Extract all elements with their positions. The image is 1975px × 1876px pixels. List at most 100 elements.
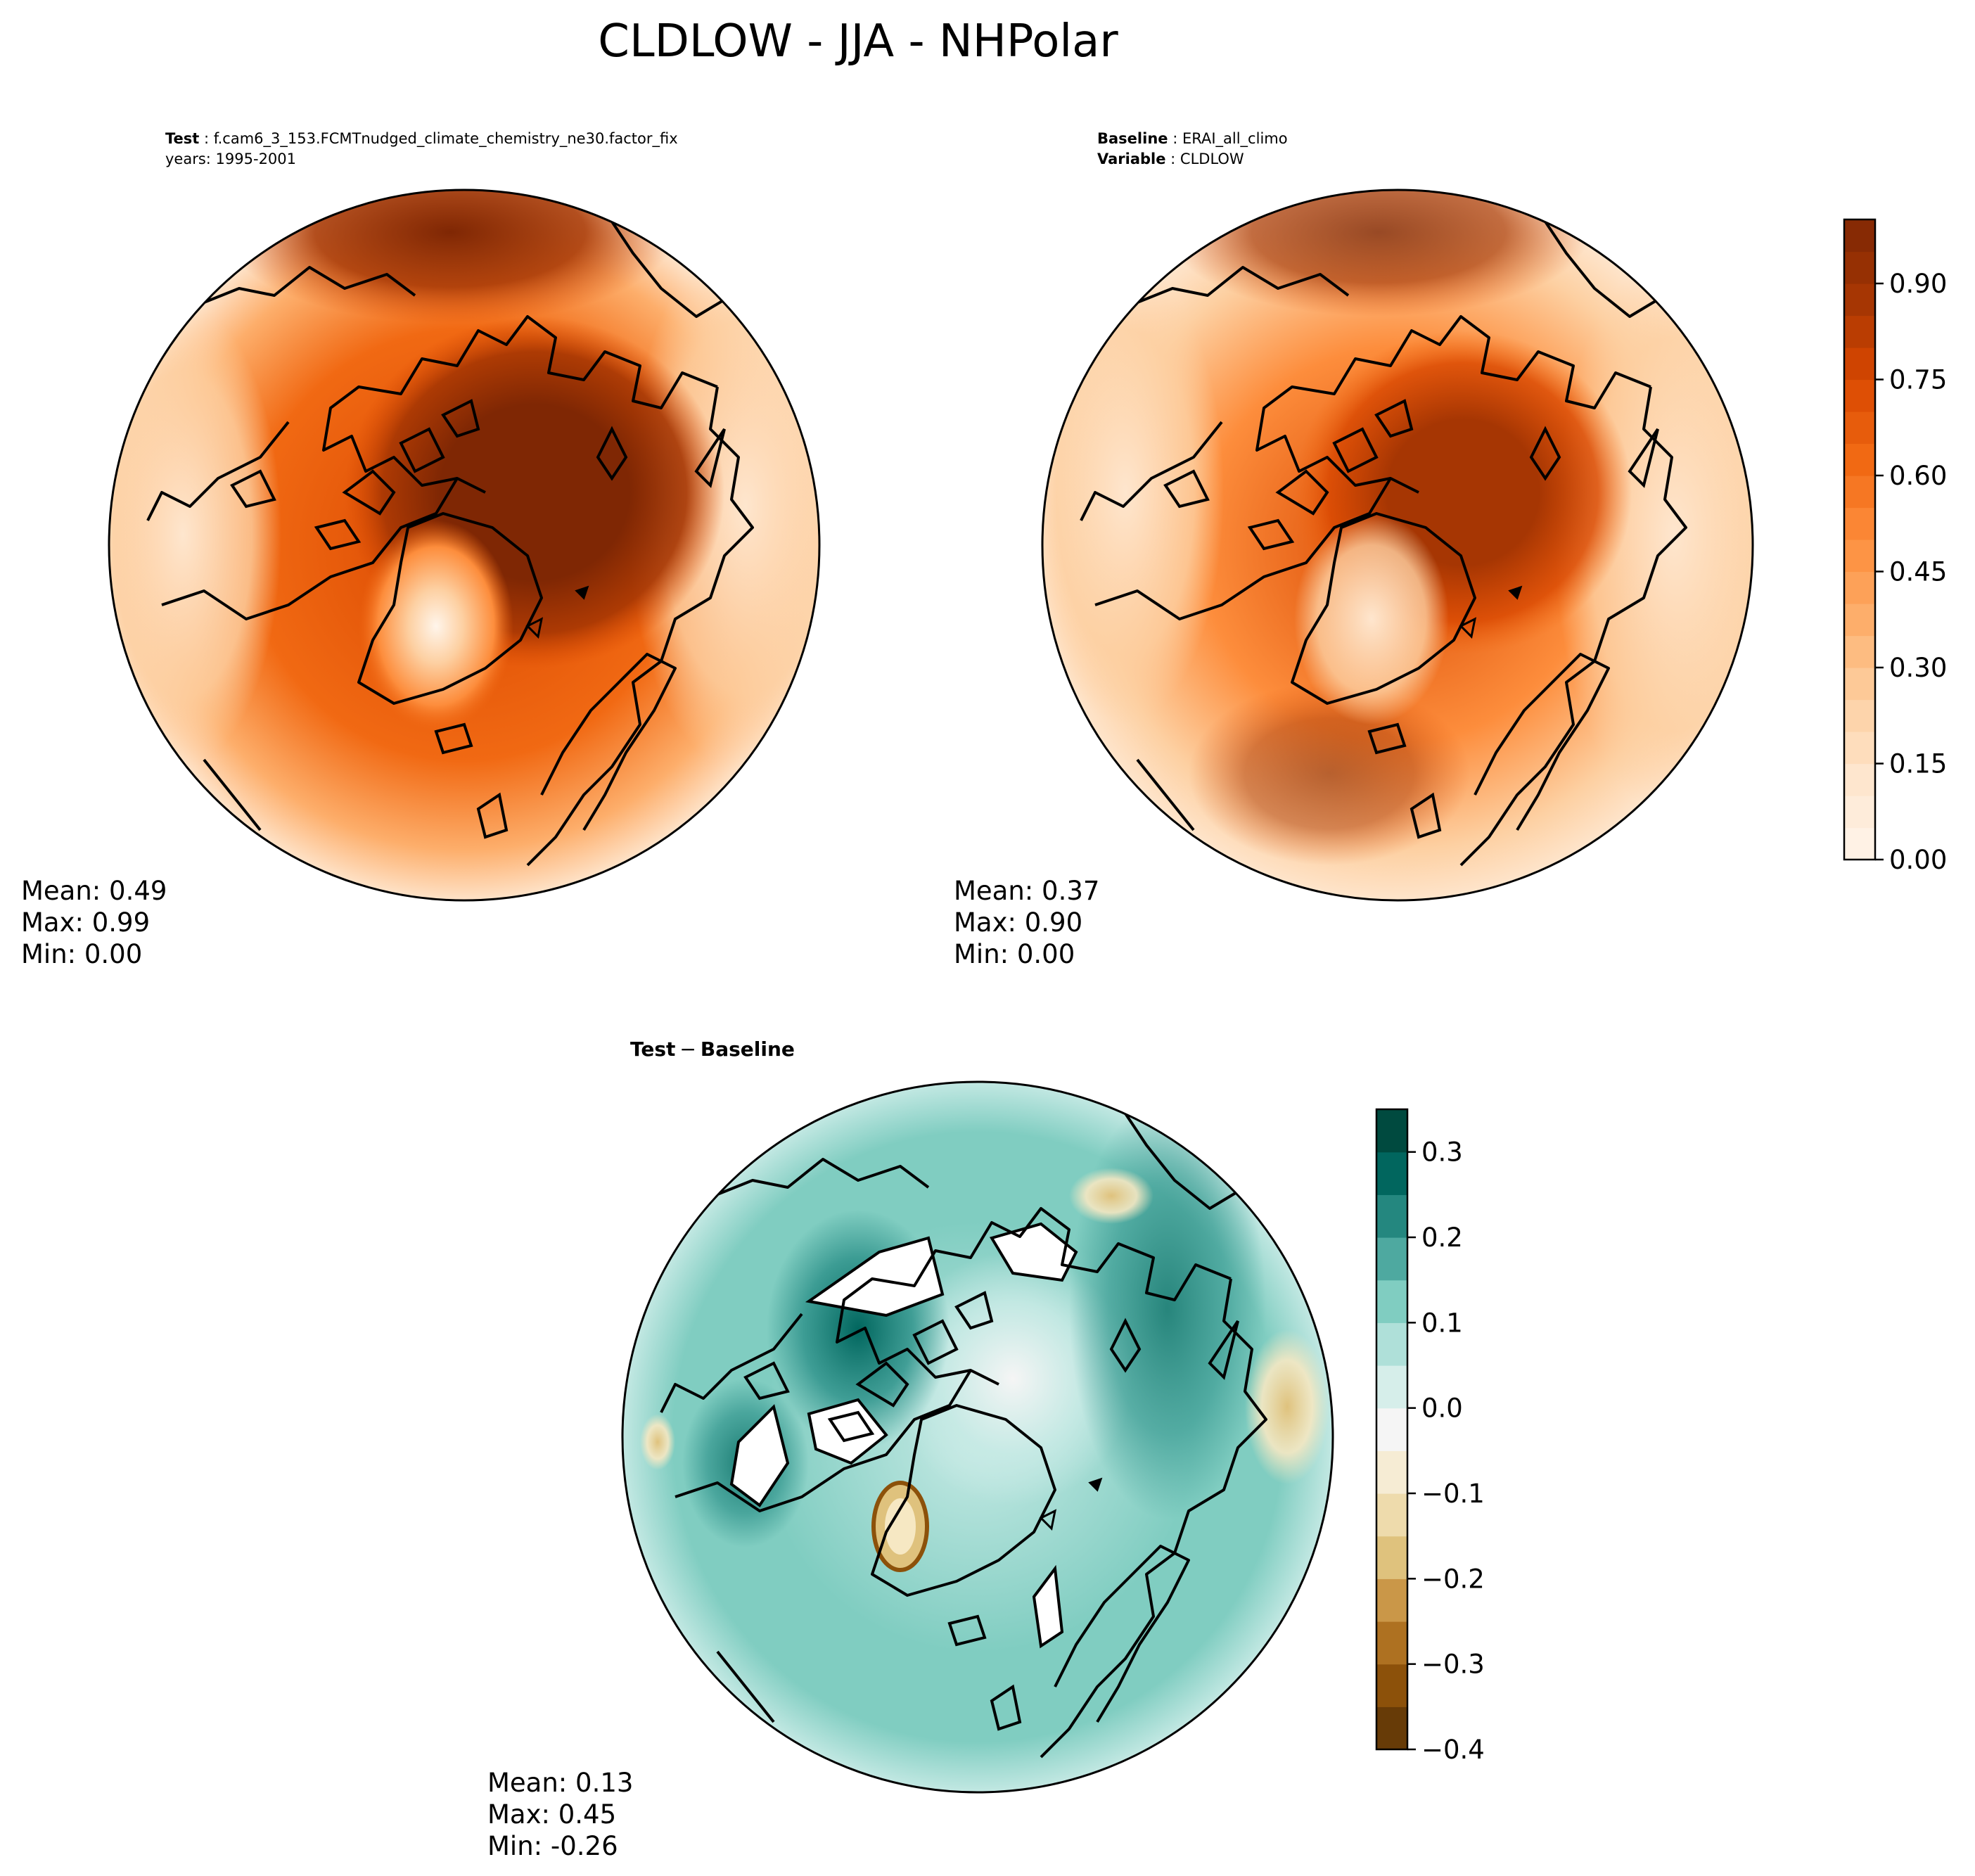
diff-colorbar-band	[1376, 1664, 1407, 1707]
diff-colorbar-tick-label: 0.0	[1421, 1393, 1463, 1424]
diff-west-brown	[640, 1414, 675, 1470]
diff-colorbar-ticks: −0.4 −0.3 −0.2 −0.1 0.0 0.1 0.2 0.3	[1407, 1137, 1485, 1765]
baseline-sep: :	[1168, 130, 1182, 147]
test-max: Max: 0.99	[21, 907, 150, 938]
diff-colorbar-tick-label: 0.2	[1421, 1223, 1463, 1253]
diff-colorbar-band	[1376, 1578, 1407, 1622]
diff-colorbar-band	[1376, 1322, 1407, 1366]
main-colorbar-ticks: 0.00 0.15 0.30 0.45 0.60 0.75 0.90	[1875, 269, 1947, 875]
main-colorbar-band	[1844, 379, 1875, 412]
diff-colorbar-band	[1376, 1109, 1407, 1153]
test-min: Min: 0.00	[21, 939, 142, 969]
diff-colorbar-band	[1376, 1493, 1407, 1537]
diff-colorbar-band	[1376, 1280, 1407, 1323]
diff-colorbar-tick-label: 0.3	[1421, 1137, 1463, 1168]
main-colorbar-band	[1844, 635, 1875, 668]
diff-min: Min: -0.26	[487, 1831, 618, 1861]
test-map	[109, 190, 819, 900]
diff-colorbar-tick-label: 0.1	[1421, 1308, 1463, 1338]
test-map-boundary	[108, 189, 821, 902]
diff-map	[622, 1082, 1333, 1792]
main-colorbar-tick-label: 0.75	[1889, 365, 1947, 395]
main-colorbar-tick-label: 0.90	[1889, 269, 1947, 299]
baseline-mean: Mean: 0.37	[954, 876, 1099, 906]
diff-colorbar-tick-label: −0.3	[1421, 1650, 1485, 1680]
diff-mask-canada	[729, 1404, 790, 1507]
main-colorbar-tick-label: 0.60	[1889, 461, 1947, 491]
baseline-case-label: Baseline	[1097, 130, 1168, 147]
main-colorbar-band	[1844, 251, 1875, 284]
diff-colorbar-band	[1376, 1365, 1407, 1409]
diff-colorbar-band	[1376, 1706, 1407, 1750]
baseline-map-boundary	[1041, 189, 1754, 902]
baseline-atlantic-cloud	[1189, 682, 1470, 865]
baseline-pacific-cloud	[1168, 190, 1590, 317]
diff-mask-alaska	[805, 1236, 945, 1317]
main-colorbar-band	[1844, 540, 1875, 573]
diff-max: Max: 0.45	[487, 1799, 616, 1830]
diff-title-baseline: Baseline	[701, 1038, 795, 1061]
main-colorbar-band	[1844, 443, 1875, 476]
main-colorbar-band	[1844, 347, 1875, 381]
test-greenland-field	[359, 521, 513, 732]
main-colorbar-band	[1844, 219, 1875, 253]
figure-title: CLDLOW - JJA - NHPolar	[598, 15, 1118, 68]
baseline-variable-line: Variable : CLDLOW	[1097, 151, 1244, 167]
test-america-light	[109, 302, 281, 767]
main-colorbar-band	[1844, 699, 1875, 732]
baseline-variable-value: CLDLOW	[1180, 151, 1244, 167]
test-panel: Test : f.cam6_3_153.FCMTnudged_climate_c…	[21, 130, 821, 969]
test-mean: Mean: 0.49	[21, 876, 167, 906]
diff-greenland-core	[885, 1498, 916, 1555]
diff-colorbar-band	[1376, 1450, 1407, 1494]
diff-colorbar-band	[1376, 1408, 1407, 1451]
baseline-min: Min: 0.00	[954, 939, 1075, 969]
main-colorbar-tick-label: 0.15	[1889, 749, 1947, 779]
main-colorbar-band	[1844, 763, 1875, 796]
main-colorbar-band	[1844, 571, 1875, 604]
main-colorbar-band	[1844, 315, 1875, 348]
diff-panel: Test − Baseline Mean: 0.13 Max: 0.45 Min	[487, 1038, 1334, 1861]
test-case-value: f.cam6_3_153.FCMTnudged_climate_chemistr…	[214, 130, 678, 148]
diff-colorbar: −0.4 −0.3 −0.2 −0.1 0.0 0.1 0.2 0.3	[1375, 1108, 1485, 1765]
diff-colorbar-band	[1376, 1194, 1407, 1238]
test-case-name: :	[199, 130, 213, 147]
main-colorbar-band	[1844, 507, 1875, 540]
main-colorbar-tick-label: 0.30	[1889, 653, 1947, 683]
diff-colorbar-band	[1376, 1151, 1407, 1195]
main-colorbar-band	[1844, 604, 1875, 637]
diff-title-test: Test	[630, 1038, 675, 1061]
baseline-variable-label: Variable	[1097, 151, 1165, 167]
diff-mask-archipelago	[807, 1398, 888, 1465]
diff-title: Test − Baseline	[630, 1038, 795, 1061]
diff-colorbar-band	[1376, 1621, 1407, 1665]
diff-mean: Mean: 0.13	[487, 1768, 633, 1798]
diff-colorbar-frame	[1375, 1108, 1409, 1751]
diff-colorbar-tick-label: −0.1	[1421, 1479, 1485, 1509]
baseline-max: Max: 0.90	[954, 907, 1082, 938]
main-colorbar-band	[1844, 732, 1875, 765]
diff-pacific-brown	[1069, 1168, 1153, 1224]
test-case-line: Test : f.cam6_3_153.FCMTnudged_climate_c…	[165, 130, 678, 148]
test-pacific-cloud	[225, 190, 675, 324]
main-colorbar-band	[1844, 796, 1875, 829]
main-colorbar-frame	[1843, 218, 1877, 861]
main-colorbar-band	[1844, 827, 1875, 860]
baseline-variable-sep: :	[1165, 151, 1180, 167]
baseline-america-light	[1042, 260, 1224, 725]
test-case-label: Test	[165, 130, 199, 147]
diff-colorbar-band	[1376, 1536, 1407, 1579]
diff-colorbar-band	[1376, 1237, 1407, 1281]
main-colorbar-band	[1844, 668, 1875, 701]
diff-title-sep: −	[679, 1038, 696, 1061]
baseline-case-line: Baseline : ERAI_all_climo	[1097, 130, 1288, 148]
diff-colorbar-bands	[1376, 1109, 1407, 1750]
main-colorbar-band	[1844, 411, 1875, 445]
baseline-panel: Baseline : ERAI_all_climo Variable : CLD…	[954, 130, 1754, 969]
baseline-case-value: ERAI_all_climo	[1182, 130, 1288, 148]
main-colorbar-tick-label: 0.00	[1889, 845, 1947, 875]
diff-colorbar-tick-label: −0.2	[1421, 1564, 1485, 1594]
main-colorbar-tick-label: 0.45	[1889, 557, 1947, 587]
diff-mask-scandinavia	[1032, 1564, 1064, 1649]
